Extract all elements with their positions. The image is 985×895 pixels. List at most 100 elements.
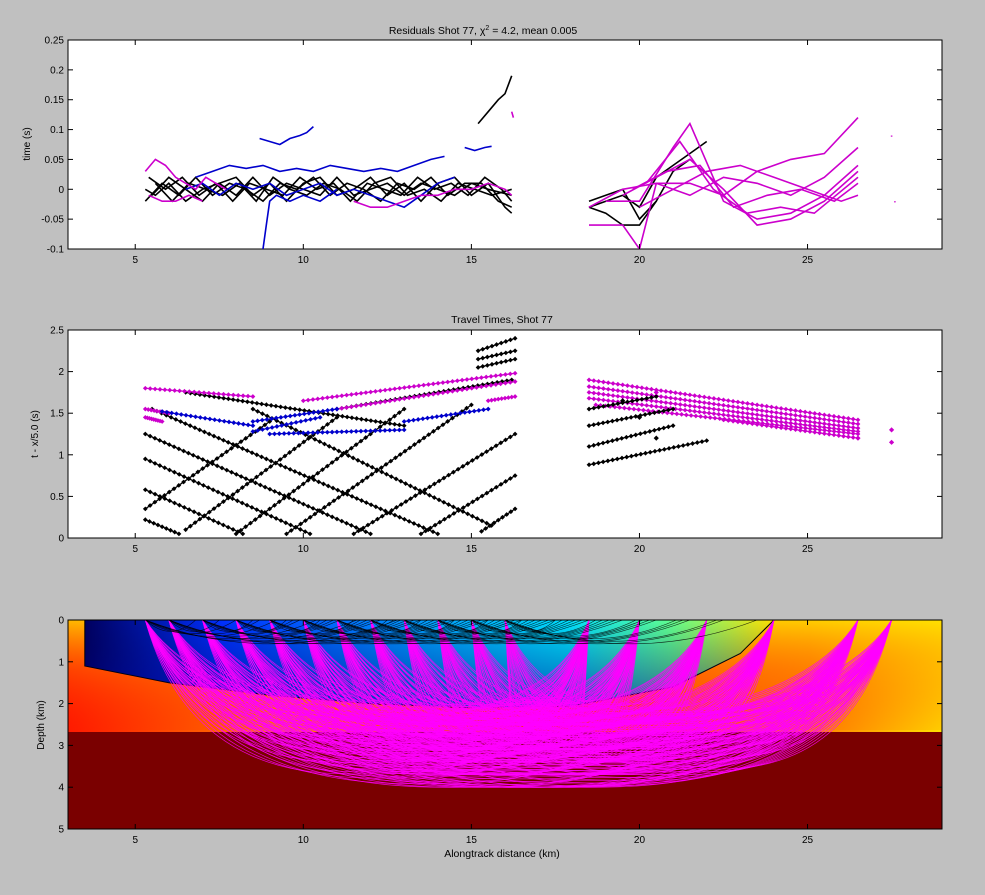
shallow-ray-path — [437, 620, 570, 637]
y-tick-label: 1.5 — [50, 409, 64, 420]
traveltime-trend — [185, 391, 405, 427]
ray-path-420 — [504, 620, 859, 713]
y-tick-label: 0.15 — [45, 95, 65, 106]
traveltime-trend — [145, 387, 253, 398]
shallow-ray-path — [471, 620, 643, 640]
residual-series-10 — [464, 145, 492, 152]
traveltime-branch-29 — [586, 377, 861, 423]
y-tick-label: 2 — [58, 367, 64, 378]
residual-series-14 — [510, 111, 515, 118]
traveltime-branch-19 — [300, 370, 518, 404]
ray-path-119 — [235, 620, 640, 771]
residual-series-2 — [148, 176, 513, 203]
ray-path-275 — [370, 620, 775, 771]
traveltime-point-2 — [855, 435, 861, 441]
shallow-ray-path — [504, 620, 637, 637]
ray-path-37 — [168, 620, 590, 727]
traveltime-pick — [586, 377, 592, 383]
ray-path-402 — [504, 620, 640, 701]
shallow-ray-path — [336, 620, 590, 645]
traveltime-pick — [159, 419, 165, 424]
x-tick-label: 15 — [466, 255, 478, 266]
residual-series-9 — [185, 176, 455, 209]
traveltime-trend — [145, 416, 163, 423]
model-ticks: 5 10 15 20 25 0 1 2 3 4 5 — [58, 616, 942, 846]
x-tick-label: 20 — [634, 544, 646, 555]
traveltime-point-5 — [636, 414, 643, 420]
residual-series-15 — [588, 140, 708, 209]
traveltime-trend — [336, 380, 516, 410]
ray-path-414 — [504, 620, 775, 708]
ray-path-419 — [504, 620, 775, 760]
traveltime-branch-16 — [475, 348, 518, 362]
ray-path-359 — [437, 620, 892, 776]
shallow-ray-path — [437, 620, 650, 642]
traveltime-trend — [252, 408, 492, 527]
model-panel: 5 10 15 20 25 0 1 2 3 4 5 Depth (km) Alongtrack di… — [36, 616, 943, 860]
residual-series-7 — [259, 126, 314, 146]
residual-series-24 — [645, 140, 859, 215]
traveltime-branch-17 — [475, 356, 518, 370]
shallow-ray-path — [168, 620, 341, 640]
residual-series-11 — [144, 158, 227, 191]
traveltime-trend — [588, 379, 859, 421]
ray-path-228 — [336, 620, 708, 713]
ray-path-362 — [471, 620, 590, 719]
ray-path-179 — [269, 620, 892, 788]
ray-path-289 — [403, 620, 590, 714]
traveltime-trend — [477, 337, 516, 352]
ray-path-399 — [504, 620, 590, 726]
traveltime-trend — [588, 397, 859, 433]
model-xlabel: Alongtrack distance (km) — [444, 848, 560, 860]
y-tick-label: 0.2 — [50, 65, 64, 76]
traveltime-branch-5 — [250, 406, 494, 528]
ray-path-417 — [504, 620, 775, 739]
ray-path-404 — [504, 620, 640, 720]
residual-series-12 — [148, 194, 203, 202]
ray-path-401 — [504, 620, 590, 745]
ray-path-391 — [471, 620, 892, 727]
residual-series-8 — [195, 155, 445, 179]
traveltime-trend — [145, 519, 180, 535]
model-ylabel: Depth (km) — [36, 700, 47, 749]
y-tick-label: 3 — [58, 741, 64, 752]
shallow-ray-path — [235, 620, 408, 640]
traveltime-trend — [162, 410, 253, 427]
traveltime-trend — [588, 408, 674, 427]
shallow-ray-path — [370, 620, 623, 645]
traveltimes-panel: Travel Times, Shot 77 5 10 15 20 25 0 0.5 1 1.5 2… — [30, 314, 943, 555]
traveltime-trend — [588, 425, 674, 448]
traveltime-trend — [252, 408, 338, 423]
traveltime-trend — [595, 404, 859, 435]
ray-paths — [144, 620, 892, 788]
traveltime-trend — [588, 385, 859, 425]
shallow-ray-path — [471, 620, 724, 645]
traveltime-branch-28 — [250, 414, 323, 434]
ray-path-287 — [370, 620, 892, 781]
ray-path-396 — [504, 620, 590, 699]
x-tick-label: 10 — [298, 835, 310, 846]
ray-path-426 — [504, 620, 892, 714]
ray-path-290 — [403, 620, 590, 724]
residuals-axes — [67, 39, 943, 250]
traveltime-trend — [303, 372, 516, 402]
traveltime-branch-24 — [159, 409, 256, 429]
shallow-ray-path — [370, 620, 583, 642]
traveltime-pick — [401, 419, 407, 424]
shallow-ray-path — [145, 620, 237, 635]
x-tick-label: 25 — [802, 544, 814, 555]
traveltime-trend — [723, 419, 859, 439]
model-axes — [67, 619, 943, 830]
shallow-ray-path — [145, 620, 277, 637]
ray-path-412 — [504, 620, 708, 745]
traveltime-point-0 — [888, 427, 895, 433]
ray-path-416 — [504, 620, 775, 729]
ray-path-415 — [504, 620, 775, 719]
traveltime-trend — [269, 429, 405, 435]
traveltime-pick — [250, 419, 256, 424]
ray-path-428 — [504, 620, 892, 737]
residual-series-19 — [588, 146, 859, 208]
shallow-ray-path — [303, 620, 516, 642]
residuals-ylabel: time (s) — [22, 127, 33, 160]
